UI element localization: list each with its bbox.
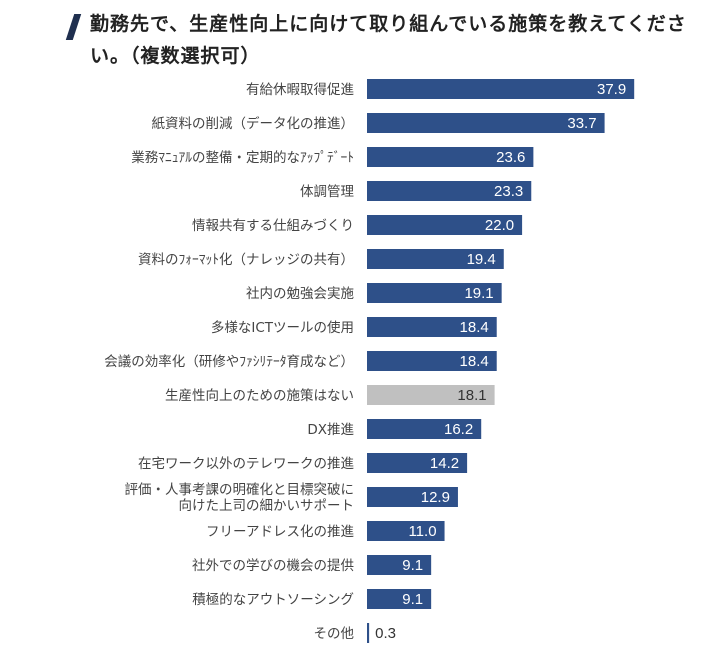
bar (367, 283, 502, 303)
data-label: 22.0 (485, 217, 514, 234)
bar (367, 589, 432, 609)
chart-title-block: 勤務先で、生産性向上に向けて取り組んでいる施策を教えてください。（複数選択可） (65, 8, 690, 72)
category-label: DX推進 (307, 422, 354, 438)
data-label: 14.2 (430, 455, 459, 472)
bar (367, 385, 495, 405)
bar (367, 147, 534, 167)
data-label: 23.6 (496, 149, 525, 166)
data-label: 33.7 (567, 115, 596, 132)
bar (367, 623, 370, 643)
bar (367, 249, 504, 269)
bar (367, 555, 432, 575)
data-label: 12.9 (421, 489, 450, 506)
data-label: 18.4 (460, 319, 489, 336)
category-label: 会議の効率化（研修やﾌｧｼﾘﾃｰﾀ育成など） (104, 353, 354, 370)
bar (367, 317, 497, 337)
category-label: 積極的なアウトソーシング (192, 592, 354, 608)
data-label: 16.2 (444, 421, 473, 438)
data-label: 19.1 (464, 285, 493, 302)
category-label: 社内の勉強会実施 (246, 286, 354, 302)
bar (367, 79, 635, 99)
category-label: 業務ﾏﾆｭｱﾙの整備・定期的なｱｯﾌﾟﾃﾞｰﾄ (131, 150, 354, 166)
category-label: 有給休暇取得促進 (246, 81, 354, 98)
data-label: 9.1 (402, 557, 423, 574)
bar (367, 181, 532, 201)
bar (367, 419, 482, 439)
category-label: 情報共有する仕組みづくり (192, 218, 354, 234)
category-label: 体調管理 (300, 184, 354, 200)
data-label: 23.3 (494, 183, 523, 200)
data-label: 37.9 (597, 81, 626, 98)
category-label: 生産性向上のための施策はない (165, 387, 354, 404)
bar (367, 113, 605, 133)
data-label: 9.1 (402, 591, 423, 608)
chart-title: 勤務先で、生産性向上に向けて取り組んでいる施策を教えてください。（複数選択可） (90, 13, 687, 67)
category-label: 向けた上司の細かいサポート (179, 498, 355, 514)
category-label: 資料のﾌｫｰﾏｯﾄ化（ナレッジの共有） (138, 252, 354, 268)
bar (367, 351, 497, 371)
category-label: その他 (314, 626, 355, 642)
bar (367, 521, 445, 541)
bar (367, 215, 523, 235)
data-label: 0.3 (375, 625, 396, 642)
category-label: 在宅ワーク以外のテレワークの推進 (138, 456, 354, 472)
category-label: 評価・人事考課の明確化と目標突破に (125, 482, 355, 498)
bar (367, 487, 458, 507)
data-label: 18.4 (460, 353, 489, 370)
category-label: フリーアドレス化の推進 (206, 524, 354, 540)
data-label: 18.1 (457, 387, 486, 404)
data-label: 19.4 (467, 251, 496, 268)
category-label: 社外での学びの機会の提供 (192, 558, 354, 574)
data-label: 11.0 (408, 523, 436, 540)
bar (367, 453, 468, 473)
category-label: 多様なICTツールの使用 (211, 319, 354, 336)
category-label: 紙資料の削減（データ化の推進） (152, 115, 355, 132)
